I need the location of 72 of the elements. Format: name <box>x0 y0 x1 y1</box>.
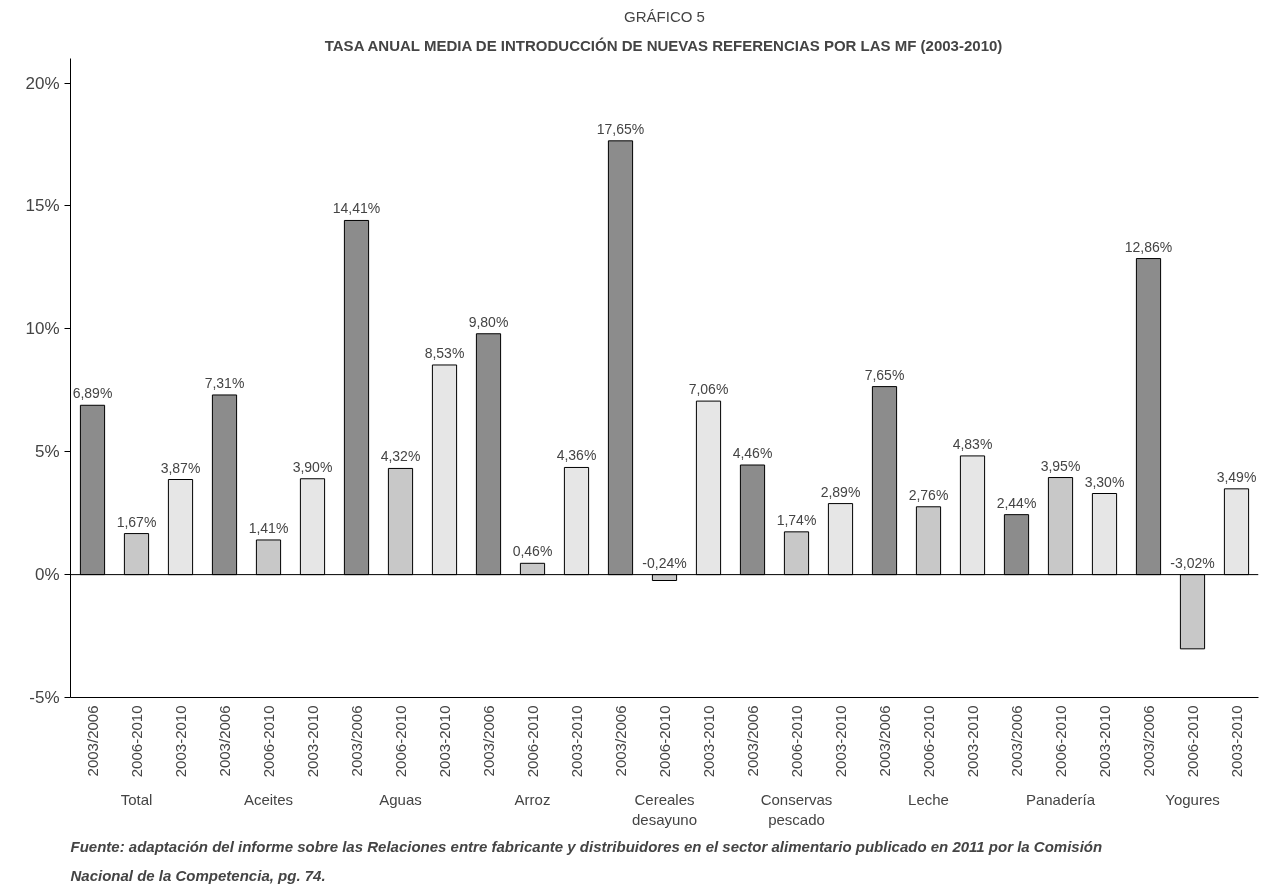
x-tick-label: 2003/2006 <box>348 705 365 777</box>
x-tick-label: 2006-2010 <box>128 705 145 778</box>
data-label: 3,87% <box>160 459 201 476</box>
data-label: 1,74% <box>776 511 817 528</box>
x-tick-label: 2003-2010 <box>172 705 189 778</box>
x-tick-label: 2003-2010 <box>1228 705 1245 778</box>
y-tick-label: 20% <box>25 73 60 93</box>
data-label: 9,80% <box>468 313 509 330</box>
x-tick-label: 2003/2006 <box>216 705 233 777</box>
data-label: 0,46% <box>512 543 553 560</box>
data-label: 14,41% <box>332 200 381 217</box>
x-tick-label: 2003/2006 <box>612 705 629 777</box>
text: Panadería <box>1025 790 1096 808</box>
chart-subtitle: TASA ANUAL MEDIA DE INTRODUCCIÓN DE NUEVAS REFERENCIAS POR LAS MF (2003-2010) <box>324 36 1003 54</box>
data-label: 2,89% <box>820 483 861 500</box>
y-tick-label: -5% <box>29 688 60 707</box>
x-tick-label: 2006-2010 <box>524 705 541 778</box>
x-tick-label: 2006-2010 <box>788 705 805 778</box>
text: Cereales desayuno <box>631 790 698 828</box>
data-label: 3,49% <box>1216 468 1257 485</box>
x-tick-label: 2006-2010 <box>1184 705 1201 778</box>
text: Yogures <box>1165 790 1220 808</box>
data-label: 12,86% <box>1124 238 1173 255</box>
data-label: 6,89% <box>72 385 113 402</box>
x-tick-label: 2006-2010 <box>656 705 673 778</box>
x-tick-label: 2006-2010 <box>260 705 277 778</box>
data-label: 1,67% <box>116 513 157 530</box>
data-label: 4,83% <box>952 435 993 452</box>
x-tick-label: 2003/2006 <box>876 705 893 777</box>
x-tick-label: 2003/2006 <box>480 705 497 777</box>
x-tick-label: 2006-2010 <box>1052 705 1069 778</box>
data-label: 7,65% <box>864 366 905 383</box>
x-tick-label: 2006-2010 <box>920 705 937 778</box>
x-tick-label: 2003/2006 <box>84 705 101 777</box>
x-tick-label: 2003-2010 <box>436 705 453 778</box>
data-label: 1,41% <box>248 519 289 536</box>
x-tick-label: 2003-2010 <box>832 705 849 778</box>
text: Conservas pescado <box>760 790 833 828</box>
y-tick-label: 15% <box>25 196 60 216</box>
chart-title: GRÁFICO 5 <box>624 7 705 25</box>
text: Total <box>120 790 153 808</box>
data-label: -0,24% <box>642 554 687 571</box>
data-label: 8,53% <box>424 344 465 361</box>
x-tick-label: 2003/2006 <box>744 705 761 777</box>
x-tick-label: 2003/2006 <box>1008 705 1025 777</box>
data-label: 2,76% <box>908 486 949 503</box>
data-label: 7,31% <box>204 374 245 391</box>
data-label: 2,44% <box>996 494 1037 511</box>
text: Arroz <box>514 790 551 808</box>
x-tick-label: 2003/2006 <box>1140 705 1157 777</box>
data-label: 7,06% <box>688 381 729 398</box>
data-label: 3,30% <box>1084 473 1125 490</box>
y-tick-label: 5% <box>34 442 60 462</box>
x-tick-label: 2006-2010 <box>392 705 409 778</box>
text: Aguas <box>379 790 422 808</box>
y-tick-label: 0% <box>34 565 60 585</box>
x-tick-label: 2003-2010 <box>568 705 585 778</box>
text: Aceites <box>243 790 294 808</box>
x-tick-label: 2003-2010 <box>1096 705 1113 778</box>
x-tick-label: 2003-2010 <box>700 705 717 778</box>
data-label: 4,36% <box>556 447 597 464</box>
data-label: 4,46% <box>732 445 773 461</box>
source-note: Fuente: adaptación del informe sobre las Relaciones entre fabricante y distribuidores en el sector alimentario publicado en 2011 por la Comisión Nacional de la Competencia, pg. 74. <box>70 837 1103 884</box>
text: Leche <box>908 790 949 808</box>
data-label: -3,02% <box>1170 554 1215 571</box>
x-tick-label: 2003-2010 <box>304 705 321 778</box>
y-tick-label: 10% <box>25 319 60 339</box>
data-label: 3,90% <box>292 458 333 475</box>
data-label: 17,65% <box>596 120 645 137</box>
data-label: 3,95% <box>1040 457 1081 474</box>
data-label: 4,32% <box>380 448 421 465</box>
x-tick-label: 2003-2010 <box>964 705 981 778</box>
